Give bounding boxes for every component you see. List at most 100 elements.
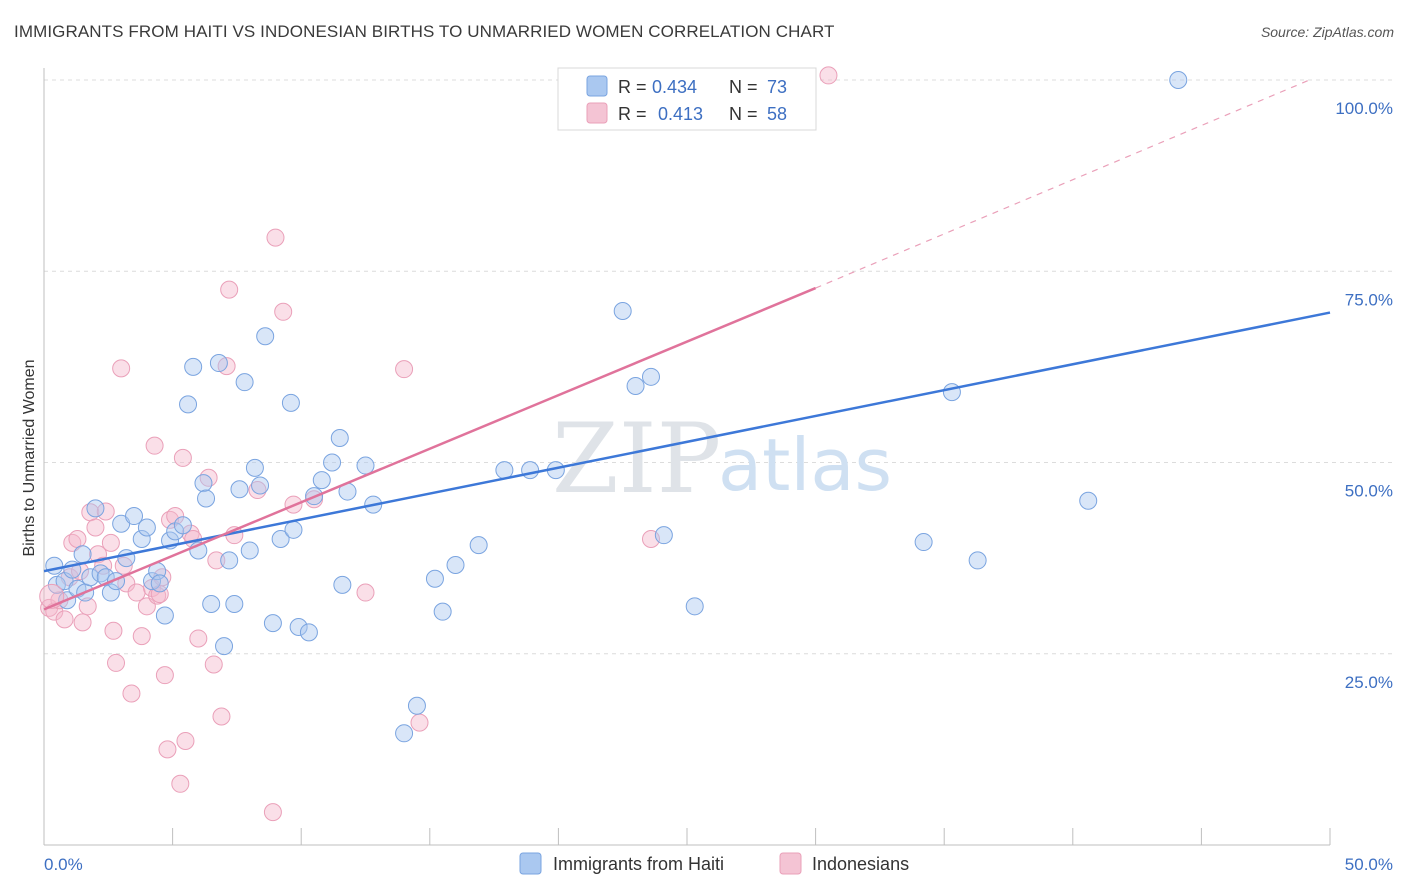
trend-lines [43,79,1331,611]
data-point [202,595,221,614]
data-point [266,228,285,247]
data-point [914,533,933,552]
data-point [356,456,375,475]
stats-r-value-indonesians: 0.413 [658,104,703,124]
data-point [194,474,213,493]
data-point [1169,71,1188,89]
data-point [158,740,177,759]
data-point [101,533,120,552]
data-point [521,461,540,480]
data-point [184,357,203,376]
data-point [125,507,144,526]
data-point [86,518,105,537]
data-point [356,583,375,602]
data-point [209,354,228,373]
data-point [469,536,488,555]
data-point [299,623,318,642]
data-point [137,518,156,537]
source-label: Source: ZipAtlas.com [1260,24,1394,40]
data-point [104,621,123,640]
y-tick-label: 100.0% [1335,99,1393,118]
legend-label-indonesians: Indonesians [812,854,909,874]
data-point [173,516,192,535]
data-point [166,507,185,526]
data-point [685,597,704,616]
data-point [626,377,645,395]
data-point [132,627,151,646]
data-point [330,429,349,448]
data-point [256,327,275,346]
data-point [78,597,97,616]
data-point [207,551,226,570]
axes [43,68,1331,846]
legend-swatch-indonesians [779,852,802,875]
data-point [189,629,208,648]
watermark-zip: ZIP [552,403,721,515]
y-tick-label: 50.0% [1345,482,1393,501]
data-point [312,471,331,490]
stats-swatch-indonesians [586,102,608,124]
data-point [176,731,195,750]
y-tick-label: 75.0% [1345,290,1393,309]
data-point [155,606,174,625]
y-tick-label: 25.0% [1345,673,1393,692]
data-point [251,476,270,495]
data-point [289,617,308,636]
data-point [220,280,239,299]
data-point [274,302,293,321]
data-point [263,614,282,633]
data-point [819,66,838,85]
data-point [73,613,92,632]
x-tick-label: 50.0% [1345,855,1393,874]
data-point [230,480,249,499]
data-point [112,359,131,378]
data-point [86,499,105,518]
tick-labels: 25.0% 50.0% 75.0% 100.0% 0.0% 50.0% [44,99,1393,874]
data-point [395,724,414,743]
watermark-atlas: atlas [718,423,892,507]
data-point [968,551,987,570]
data-point [613,302,632,321]
data-point [81,568,100,587]
data-point [212,707,231,726]
data-point [107,653,126,672]
data-point [171,774,190,793]
data-point [68,530,87,548]
data-point [284,520,303,539]
trend-line-haiti [43,311,1331,573]
data-point [122,684,141,703]
data-point [263,803,282,822]
data-point [39,583,65,609]
data-point [145,436,164,455]
trend-line-indonesians [43,286,817,611]
data-point [281,393,300,412]
y-axis-label: Births to Unmarried Women [21,359,38,556]
data-point [235,373,254,392]
data-point [96,502,115,521]
legend-swatch-haiti [519,852,542,875]
data-point [395,360,414,379]
data-point [1079,491,1098,510]
stats-box: R = 0.434 N = 73 R = 0.413 N = 58 [557,67,817,131]
data-point [323,453,342,472]
stats-n-value-haiti: 73 [767,77,787,97]
legend-label-haiti: Immigrants from Haiti [553,854,724,874]
data-point [220,551,239,570]
data-point [433,602,452,621]
data-point [425,569,444,588]
stats-n-label-haiti: N = [729,77,758,97]
data-point [446,556,465,575]
data-point [179,395,198,414]
data-point [132,530,151,548]
stats-r-label-haiti: R = [618,77,647,97]
data-point [333,575,352,594]
chart-title: IMMIGRANTS FROM HAITI VS INDONESIAN BIRT… [14,22,835,41]
data-point [641,367,660,386]
data-point [197,489,216,508]
data-point [45,556,64,575]
series-haiti-points [39,71,1188,743]
data-point [225,595,244,614]
data-point [407,696,426,715]
data-point [55,610,74,629]
